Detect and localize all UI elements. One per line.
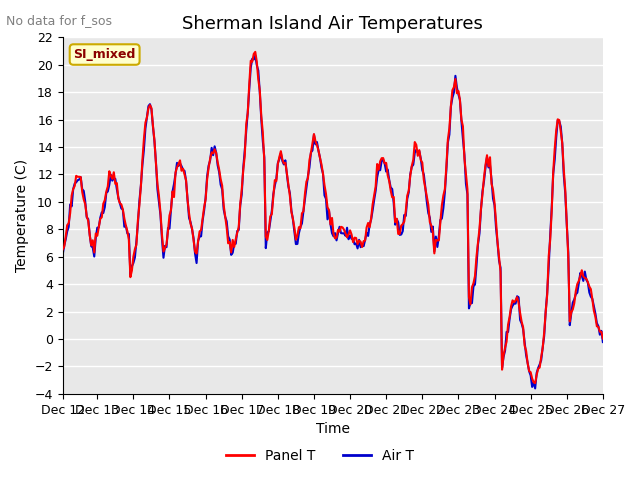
X-axis label: Time: Time	[316, 422, 350, 436]
Legend: Panel T, Air T: Panel T, Air T	[220, 443, 420, 468]
Text: SI_mixed: SI_mixed	[74, 48, 136, 61]
Title: Sherman Island Air Temperatures: Sherman Island Air Temperatures	[182, 15, 483, 33]
Y-axis label: Temperature (C): Temperature (C)	[15, 159, 29, 272]
Text: No data for f_sos: No data for f_sos	[6, 14, 113, 27]
